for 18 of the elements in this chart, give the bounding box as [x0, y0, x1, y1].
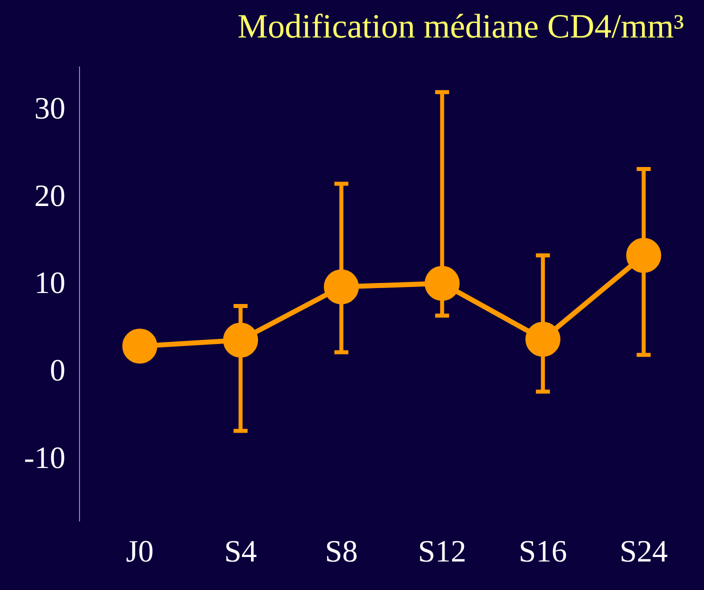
point — [424, 266, 460, 301]
x-tick-label: S24 — [620, 534, 668, 569]
point — [525, 322, 560, 357]
x-tick-label: S4 — [224, 534, 258, 569]
x-tick-label: S12 — [418, 534, 466, 569]
y-tick-label: 20 — [34, 178, 66, 213]
chart-title: Modification médiane CD4/mm³ — [238, 8, 684, 46]
y-tick-label: 0 — [50, 352, 66, 388]
x-tick-label: S8 — [324, 534, 358, 569]
point — [626, 238, 662, 273]
point — [324, 269, 359, 304]
x-tick-label: J0 — [126, 534, 154, 569]
y-tick-label: -10 — [24, 440, 66, 475]
y-tick-label: 10 — [34, 265, 66, 300]
y-tick-label: 30 — [34, 90, 66, 126]
point — [223, 322, 258, 358]
point — [122, 328, 158, 364]
x-tick-label: S16 — [518, 534, 568, 569]
